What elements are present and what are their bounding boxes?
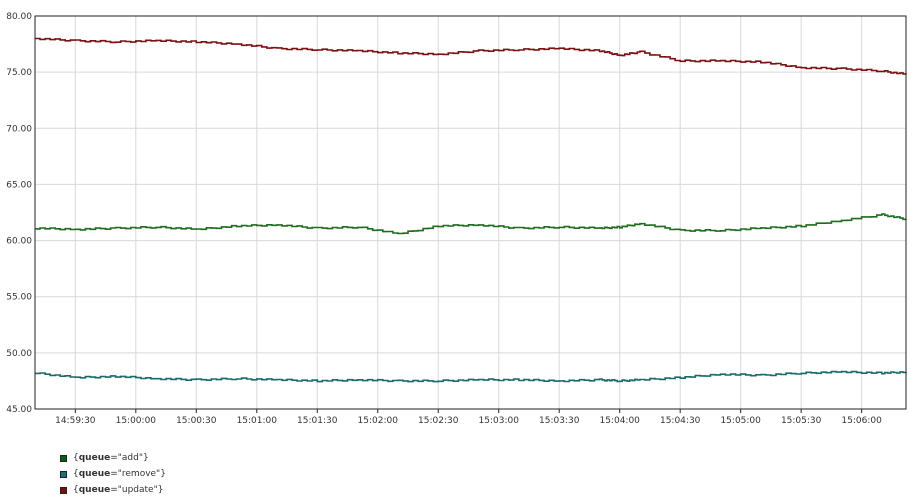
x-tick-label: 15:04:00 [599,416,640,426]
y-tick-label: 75.00 [6,68,32,78]
x-tick-label: 14:59:30 [55,416,96,426]
y-tick-label: 60.00 [6,237,32,247]
legend-item-update[interactable]: {queue ="update"} [60,482,166,498]
series-line-update [35,37,907,75]
x-tick-label: 15:03:30 [539,416,580,426]
series-line-add [35,213,907,235]
x-tick-label: 15:03:00 [479,416,520,426]
legend-swatch-update [60,486,67,494]
x-tick-label: 15:00:30 [176,416,217,426]
legend-swatch-remove [60,470,67,478]
grid-lines [35,15,906,413]
y-tick-label: 65.00 [6,180,32,190]
y-tick-label: 50.00 [6,349,32,359]
legend: {queue ="add"} {queue ="remove"} {queue ="u… [60,450,166,498]
x-tick-label: 15:01:00 [237,416,278,426]
x-tick-label: 15:04:30 [660,416,701,426]
x-tick-label: 15:02:30 [418,416,459,426]
series-lines [35,37,907,383]
x-tick-label: 15:05:00 [720,416,761,426]
y-tick-label: 70.00 [6,124,32,134]
x-tick-label: 15:01:30 [297,416,338,426]
legend-item-remove[interactable]: {queue ="remove"} [60,466,166,482]
y-axis-tick-labels: 45.00 50.00 55.00 60.00 65.00 70.00 75.00 80.00 [6,12,32,415]
x-axis-tick-labels: 14:59:30 15:00:00 15:00:30 15:01:00 15:01:30… [55,416,882,426]
y-tick-label: 55.00 [6,293,32,303]
line-chart: 45.00 50.00 55.00 60.00 65.00 70.00 75.00 80.00… [6,12,907,426]
x-tick-label: 15:00:00 [116,416,157,426]
series-line-remove [35,370,907,383]
x-tick-label: 15:06:00 [841,416,882,426]
plot-frame [34,15,907,410]
x-tick-label: 15:05:30 [781,416,822,426]
y-tick-label: 80.00 [6,12,32,22]
x-tick-label: 15:02:00 [358,416,399,426]
legend-item-add[interactable]: {queue ="add"} [60,450,166,466]
legend-swatch-add [60,454,67,462]
y-tick-label: 45.00 [6,405,32,415]
